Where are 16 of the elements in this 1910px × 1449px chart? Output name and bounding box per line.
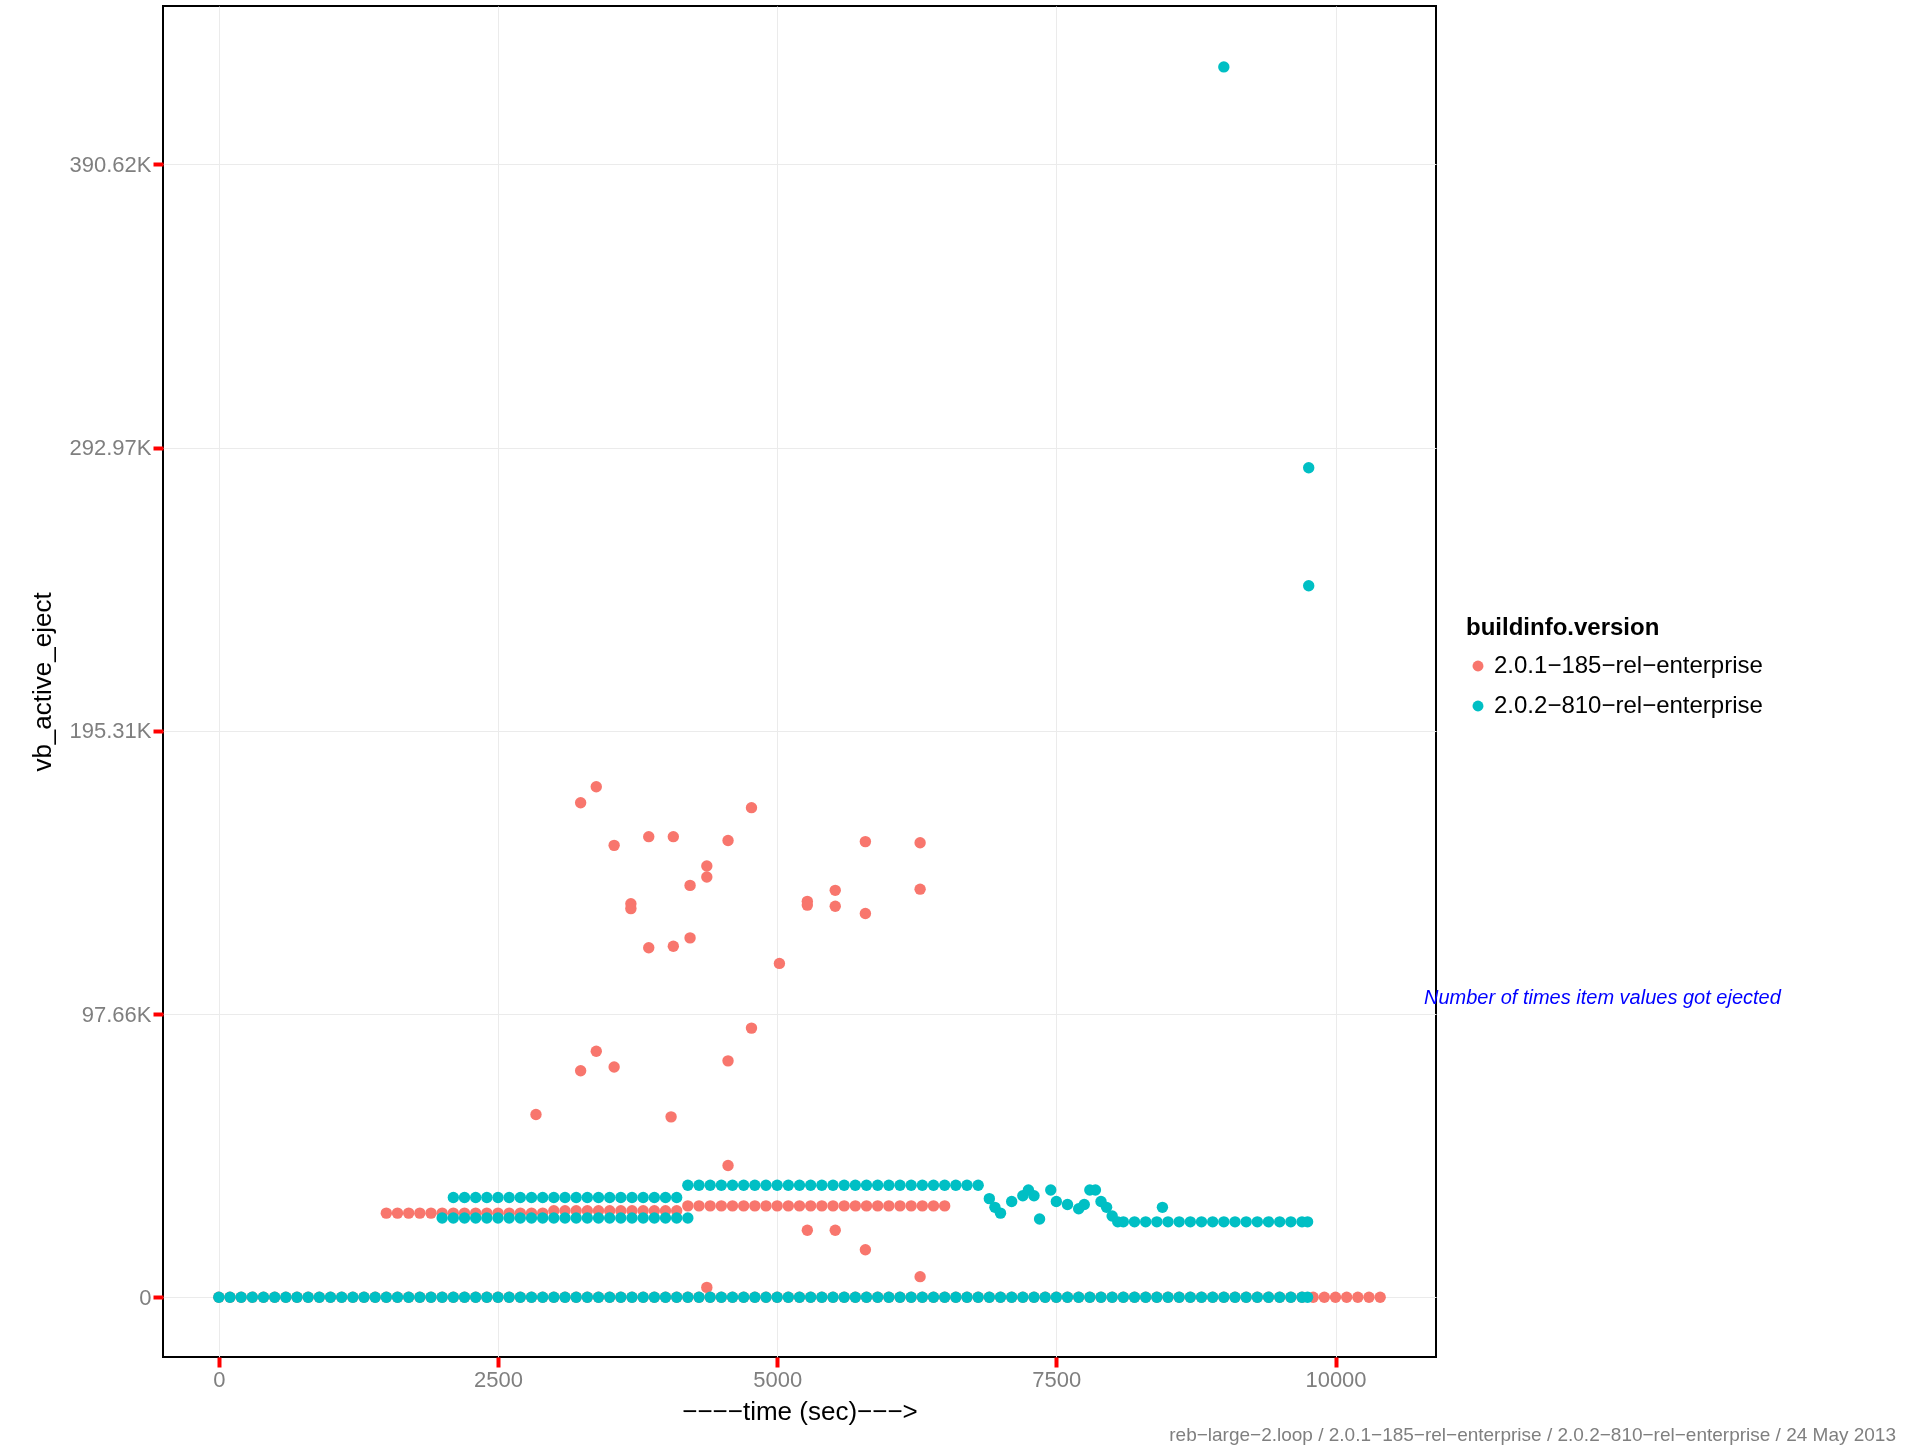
x-tick-label: 2500	[474, 1366, 523, 1392]
legend-title: buildinfo.version	[1466, 613, 1660, 640]
y-tick-label: 97.66K	[81, 1001, 152, 1027]
x-tick-label: 5000	[753, 1366, 803, 1392]
y-tick-label: 292.97K	[69, 435, 152, 461]
y-tick-label: 0	[139, 1284, 152, 1310]
legend-label: 2.0.1−185−rel−enterprise	[1494, 651, 1763, 678]
text: reb−large−2.loop / 2.0.1−185−rel−enterprise / 2.0.2−810−rel−enterprise / 24 May 2013	[1169, 1424, 1896, 1446]
legend-label: 2.0.2−810−rel−enterprise	[1494, 691, 1763, 718]
y-tick-label: 195.31K	[69, 718, 152, 744]
x-axis-title: −−−−time (sec)−−−>	[682, 1395, 918, 1426]
x-tick-label: 0	[213, 1366, 226, 1392]
x-tick-label: 10000	[1305, 1366, 1367, 1392]
y-axis-title: vb_active_eject	[26, 591, 57, 772]
x-tick-label: 7500	[1032, 1366, 1082, 1392]
y-tick-label: 390.62K	[69, 151, 152, 177]
